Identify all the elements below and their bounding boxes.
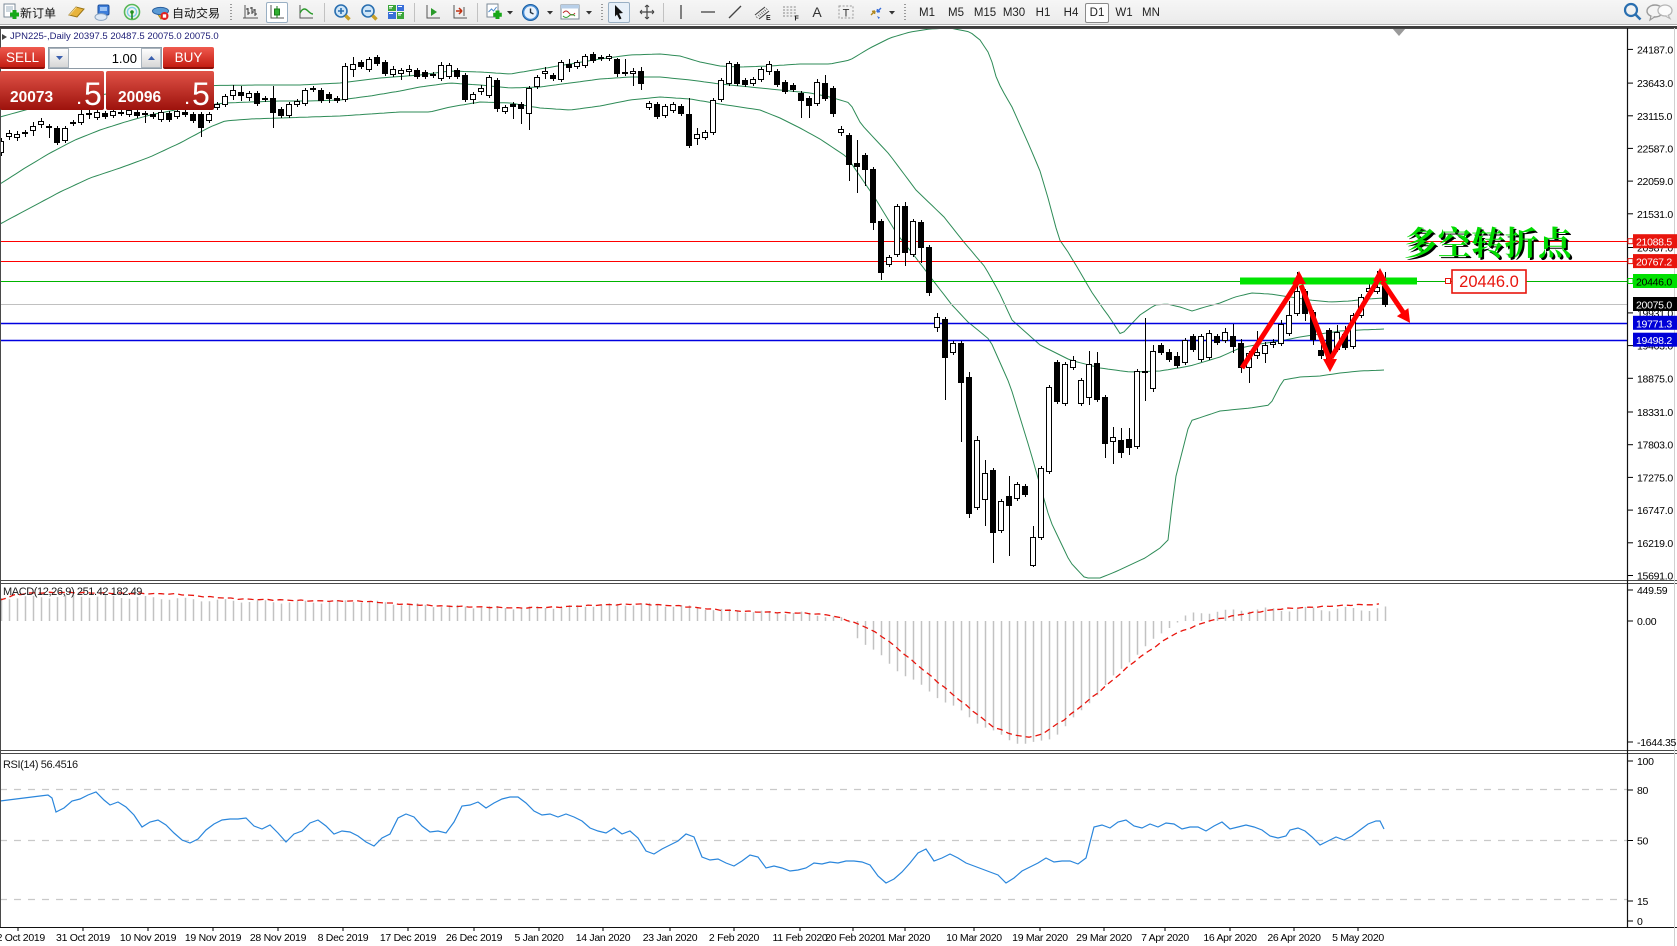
svg-text:1 Mar 2020: 1 Mar 2020 bbox=[880, 932, 931, 944]
svg-text:18331.0: 18331.0 bbox=[1637, 407, 1673, 419]
svg-text:22 Oct 2019: 22 Oct 2019 bbox=[0, 932, 45, 944]
svg-text:17275.0: 17275.0 bbox=[1637, 472, 1673, 484]
svg-text:11 Feb 2020: 11 Feb 2020 bbox=[773, 932, 828, 944]
svg-text:10 Nov 2019: 10 Nov 2019 bbox=[120, 932, 177, 944]
svg-text:24187.0: 24187.0 bbox=[1637, 44, 1673, 56]
svg-text:2 Feb 2020: 2 Feb 2020 bbox=[709, 932, 760, 944]
svg-text:JPN225-,Daily 20397.5 20487.5: JPN225-,Daily 20397.5 20487.5 20075.0 20… bbox=[10, 31, 219, 42]
svg-text:21088.5: 21088.5 bbox=[1636, 237, 1672, 249]
svg-text:19771.3: 19771.3 bbox=[1636, 318, 1672, 330]
svg-text:16747.0: 16747.0 bbox=[1637, 505, 1673, 517]
svg-text:19498.2: 19498.2 bbox=[1636, 335, 1672, 347]
svg-text:17803.0: 17803.0 bbox=[1637, 440, 1673, 452]
svg-text:449.59: 449.59 bbox=[1637, 585, 1668, 597]
svg-text:5 May 2020: 5 May 2020 bbox=[1332, 932, 1384, 944]
svg-text:A: A bbox=[812, 4, 822, 20]
svg-text:26 Dec 2019: 26 Dec 2019 bbox=[446, 932, 503, 944]
svg-text:20767.2: 20767.2 bbox=[1636, 257, 1672, 269]
svg-text:22587.0: 22587.0 bbox=[1637, 143, 1673, 155]
svg-text:26 Apr 2020: 26 Apr 2020 bbox=[1267, 932, 1321, 944]
svg-text:29 Mar 2020: 29 Mar 2020 bbox=[1076, 932, 1132, 944]
svg-text:5 Jan 2020: 5 Jan 2020 bbox=[515, 932, 564, 944]
svg-text:17 Dec 2019: 17 Dec 2019 bbox=[380, 932, 437, 944]
svg-text:MACD(12,26,9) 251.42 182.49: MACD(12,26,9) 251.42 182.49 bbox=[3, 586, 142, 598]
svg-text:20446.0: 20446.0 bbox=[1636, 277, 1672, 289]
svg-text:80: 80 bbox=[1637, 785, 1649, 797]
svg-text:23 Jan 2020: 23 Jan 2020 bbox=[643, 932, 698, 944]
svg-text:19 Mar 2020: 19 Mar 2020 bbox=[1012, 932, 1068, 944]
svg-text:50: 50 bbox=[1637, 836, 1649, 848]
svg-text:20075.0: 20075.0 bbox=[1636, 300, 1672, 312]
svg-text:16219.0: 16219.0 bbox=[1637, 538, 1673, 550]
svg-text:31 Oct 2019: 31 Oct 2019 bbox=[56, 932, 110, 944]
svg-text:0: 0 bbox=[1637, 916, 1643, 928]
svg-text:20446.0: 20446.0 bbox=[1459, 273, 1519, 291]
svg-text:14 Jan 2020: 14 Jan 2020 bbox=[576, 932, 631, 944]
svg-text:20 Feb 2020: 20 Feb 2020 bbox=[825, 932, 881, 944]
svg-text:RSI(14) 56.4516: RSI(14) 56.4516 bbox=[3, 759, 78, 771]
svg-text:16 Apr 2020: 16 Apr 2020 bbox=[1203, 932, 1257, 944]
svg-text:-1644.35: -1644.35 bbox=[1637, 737, 1677, 749]
svg-text:E: E bbox=[766, 15, 771, 21]
svg-text:T: T bbox=[842, 8, 849, 20]
svg-text:22059.0: 22059.0 bbox=[1637, 176, 1673, 188]
svg-text:18875.0: 18875.0 bbox=[1637, 373, 1673, 385]
svg-text:0.00: 0.00 bbox=[1637, 616, 1657, 628]
svg-text:28 Nov 2019: 28 Nov 2019 bbox=[250, 932, 307, 944]
svg-text:8 Dec 2019: 8 Dec 2019 bbox=[318, 932, 369, 944]
svg-text:100: 100 bbox=[1637, 756, 1654, 768]
svg-text:15691.0: 15691.0 bbox=[1637, 571, 1673, 583]
svg-text:7 Apr 2020: 7 Apr 2020 bbox=[1141, 932, 1189, 944]
svg-text:23115.0: 23115.0 bbox=[1637, 111, 1673, 123]
svg-text:23643.0: 23643.0 bbox=[1637, 78, 1673, 90]
svg-text:F: F bbox=[795, 16, 800, 22]
svg-text:21531.0: 21531.0 bbox=[1637, 209, 1673, 221]
svg-text:10 Mar 2020: 10 Mar 2020 bbox=[946, 932, 1002, 944]
svg-text:19 Nov 2019: 19 Nov 2019 bbox=[185, 932, 242, 944]
svg-text:15: 15 bbox=[1637, 896, 1649, 908]
